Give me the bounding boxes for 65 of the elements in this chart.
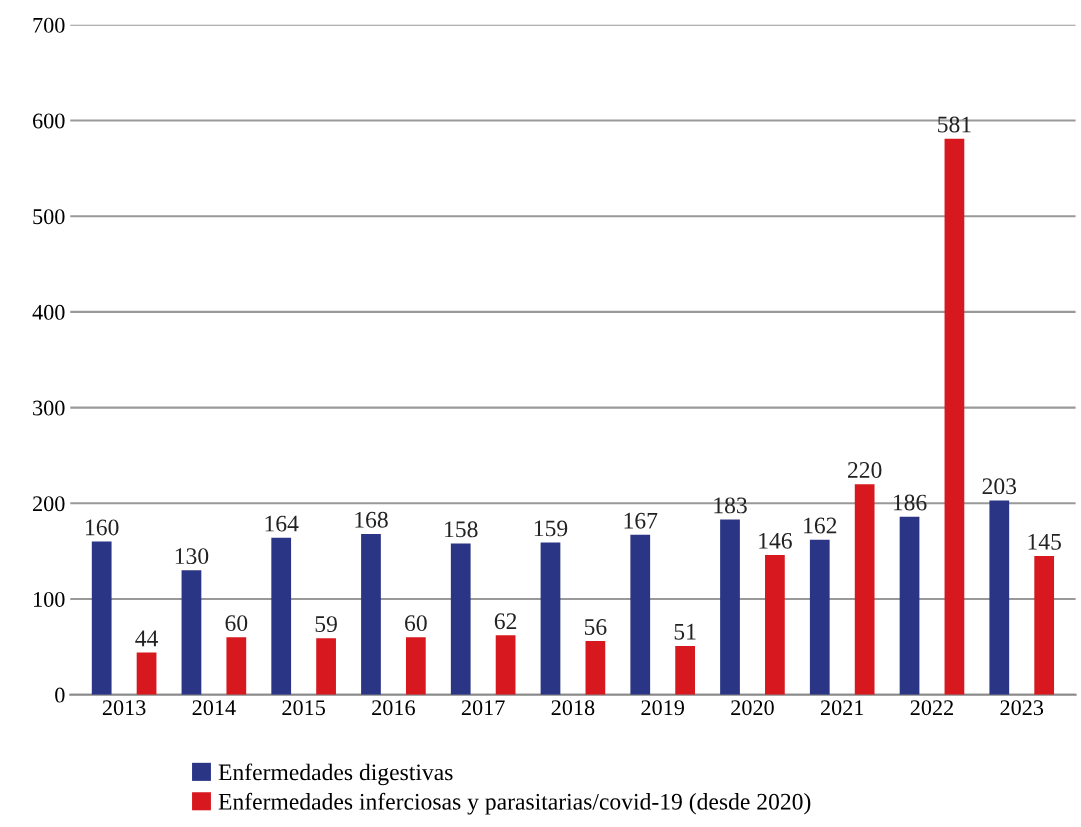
bar — [765, 554, 785, 695]
data-label: 220 — [847, 462, 882, 478]
bar — [809, 539, 830, 695]
y-tick-label: 600 — [33, 113, 65, 129]
y-tick-label: 100 — [34, 591, 65, 607]
data-label: 186 — [893, 494, 927, 511]
data-label: 581 — [938, 116, 971, 133]
x-tick-label: 2017 — [461, 700, 505, 716]
data-label: 56 — [584, 619, 607, 635]
data-label: 146 — [759, 532, 792, 549]
y-tick-label: 400 — [32, 304, 65, 320]
x-tick-label: 2022 — [910, 700, 953, 716]
data-label: 130 — [175, 548, 209, 565]
data-label: 162 — [804, 517, 837, 534]
bar — [226, 637, 247, 695]
x-tick-label: 2018 — [551, 700, 595, 716]
data-label: 51 — [674, 623, 696, 640]
bar — [899, 516, 920, 695]
bar — [854, 484, 875, 695]
data-label: 164 — [265, 515, 299, 532]
data-label: 62 — [494, 613, 517, 630]
data-label: 59 — [315, 616, 337, 633]
bar — [405, 637, 426, 695]
y-tick-label: 500 — [33, 209, 65, 225]
x-tick-label: 2020 — [731, 700, 774, 716]
x-tick-label: 2021 — [820, 700, 864, 716]
data-label: 60 — [225, 615, 248, 632]
bar — [450, 543, 471, 695]
data-label: 183 — [714, 497, 747, 514]
data-label: 203 — [982, 478, 1017, 495]
x-tick-label: 2016 — [372, 700, 415, 716]
x-tick-label: 2015 — [282, 700, 325, 716]
bar — [271, 537, 292, 695]
bar — [316, 638, 336, 695]
bar — [675, 645, 696, 695]
x-tick-label: 2013 — [102, 700, 146, 716]
bar — [585, 641, 606, 695]
bar — [630, 534, 651, 695]
data-label: 145 — [1028, 533, 1061, 550]
y-tick-label: 200 — [33, 496, 65, 512]
bar — [944, 138, 965, 695]
legend-label: Enfermedades digestivas — [218, 763, 453, 786]
bar — [361, 533, 381, 695]
data-label: 168 — [355, 511, 388, 528]
bar — [989, 500, 1010, 695]
bar — [136, 652, 157, 695]
y-tick-label: 0 — [55, 687, 65, 703]
bar — [1034, 555, 1055, 695]
data-label: 160 — [86, 519, 119, 536]
x-tick-label: 2023 — [1000, 700, 1044, 716]
legend-label: Enfermedades inferciosas y parasitarias/covid-19 (desde 2020) — [218, 792, 811, 815]
data-label: 159 — [534, 520, 568, 537]
bar — [181, 570, 202, 695]
x-tick-label: 2019 — [641, 700, 684, 716]
bar — [495, 635, 516, 695]
bar — [91, 541, 112, 695]
data-label: 158 — [445, 521, 478, 538]
bar — [720, 519, 740, 695]
bar — [540, 542, 561, 695]
y-tick-label: 700 — [33, 17, 65, 33]
x-tick-label: 2014 — [192, 700, 236, 716]
data-label: 60 — [405, 615, 427, 632]
data-label: 167 — [624, 512, 658, 529]
data-label: 44 — [135, 630, 158, 647]
y-tick-label: 300 — [33, 400, 65, 416]
